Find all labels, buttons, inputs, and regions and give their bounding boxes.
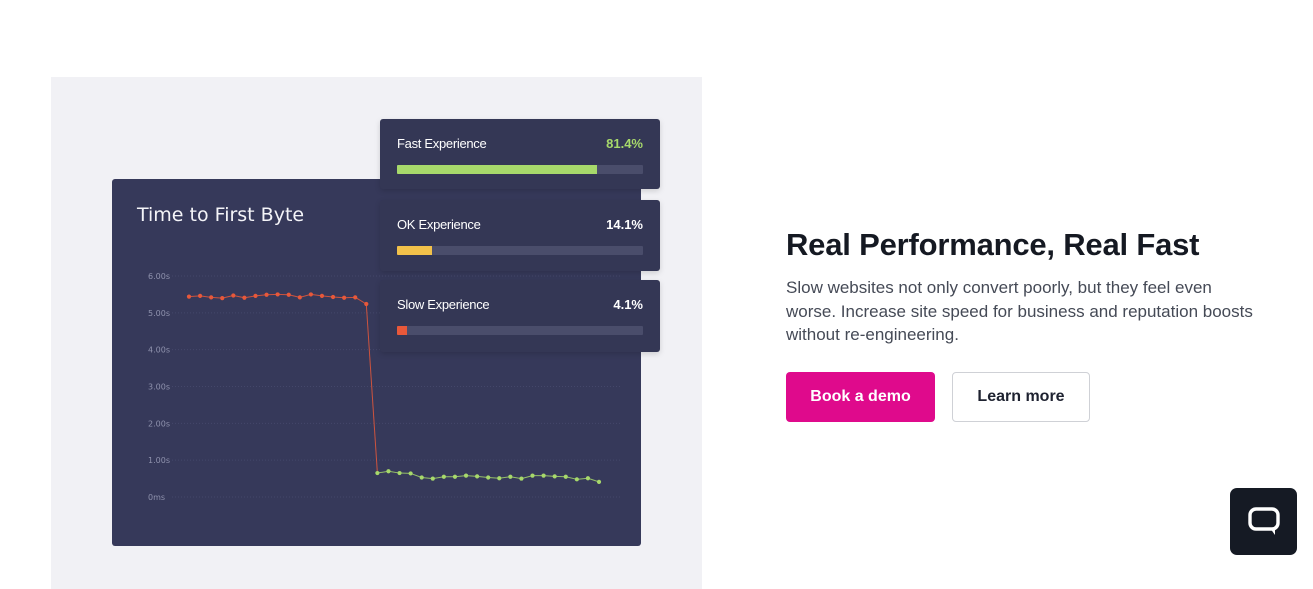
data-point	[508, 474, 513, 479]
data-point	[552, 474, 557, 479]
hero-headline: Real Performance, Real Fast	[786, 227, 1200, 262]
fast-experience-bar-track	[397, 165, 643, 174]
data-point	[419, 475, 424, 480]
data-point	[330, 294, 336, 300]
learn-more-button[interactable]: Learn more	[952, 372, 1090, 422]
data-point	[452, 474, 458, 479]
data-point	[220, 296, 225, 301]
slow-experience-label: Slow Experience	[397, 297, 490, 312]
fast-experience-value: 81.4%	[606, 136, 643, 151]
data-point	[486, 475, 491, 480]
ok-experience-card: OK Experience 14.1%	[380, 200, 660, 271]
slow-experience-card: Slow Experience 4.1%	[380, 280, 660, 352]
data-point	[297, 295, 302, 300]
data-point	[242, 295, 247, 300]
data-point	[397, 470, 402, 476]
fast-experience-label: Fast Experience	[397, 136, 487, 151]
data-point	[541, 473, 546, 478]
slow-experience-bar-track	[397, 326, 643, 335]
data-point	[319, 293, 325, 298]
data-point	[408, 471, 413, 476]
data-point	[286, 292, 291, 297]
book-demo-button[interactable]: Book a demo	[786, 372, 935, 422]
data-point	[275, 292, 280, 297]
slow-experience-value: 4.1%	[613, 297, 643, 312]
data-point	[231, 293, 236, 298]
data-point	[475, 474, 480, 479]
data-point	[197, 293, 203, 298]
data-point	[519, 476, 524, 481]
slow-experience-bar	[397, 326, 408, 335]
y-tick-label: 5.00s	[148, 309, 170, 318]
ok-experience-bar-track	[397, 246, 643, 255]
data-point	[186, 294, 192, 299]
data-point	[563, 474, 568, 479]
ttfb-line-chart: 0ms 1.00s 2.00s 3.00s 4.00s 5.00s 6.00s	[148, 272, 620, 502]
y-tick-label: 0ms	[148, 493, 165, 502]
y-tick-label: 3.00s	[148, 383, 170, 392]
ok-experience-bar	[397, 246, 432, 255]
data-point	[308, 292, 313, 297]
data-point	[386, 469, 391, 474]
data-point	[209, 295, 214, 300]
series-segment	[365, 303, 378, 474]
fast-experience-bar	[397, 165, 598, 174]
data-point	[364, 301, 369, 307]
data-point	[441, 474, 446, 479]
data-point	[264, 292, 269, 297]
y-tick-label: 1.00s	[148, 456, 170, 465]
chart-title: Time to First Byte	[137, 204, 305, 226]
data-point	[530, 473, 535, 478]
data-point	[497, 476, 502, 481]
chat-bubble-icon	[1247, 506, 1280, 535]
data-point	[463, 473, 469, 478]
ok-experience-value: 14.1%	[606, 217, 643, 232]
ok-experience-label: OK Experience	[397, 217, 481, 232]
fast-experience-card: Fast Experience 81.4%	[380, 119, 660, 189]
data-point	[430, 476, 435, 481]
data-point	[375, 470, 380, 476]
hero-description: Slow websites not only convert poorly, b…	[786, 278, 1253, 344]
y-tick-label: 4.00s	[148, 346, 170, 355]
data-point	[574, 477, 579, 482]
data-point	[353, 295, 358, 300]
data-point	[342, 295, 347, 300]
data-point	[596, 479, 602, 484]
series-segment	[354, 296, 367, 305]
y-tick-label: 6.00s	[148, 272, 170, 281]
y-tick-label: 2.00s	[148, 419, 170, 428]
data-point	[253, 293, 258, 298]
data-point	[585, 476, 591, 481]
chat-launcher-button[interactable]	[1230, 488, 1297, 555]
